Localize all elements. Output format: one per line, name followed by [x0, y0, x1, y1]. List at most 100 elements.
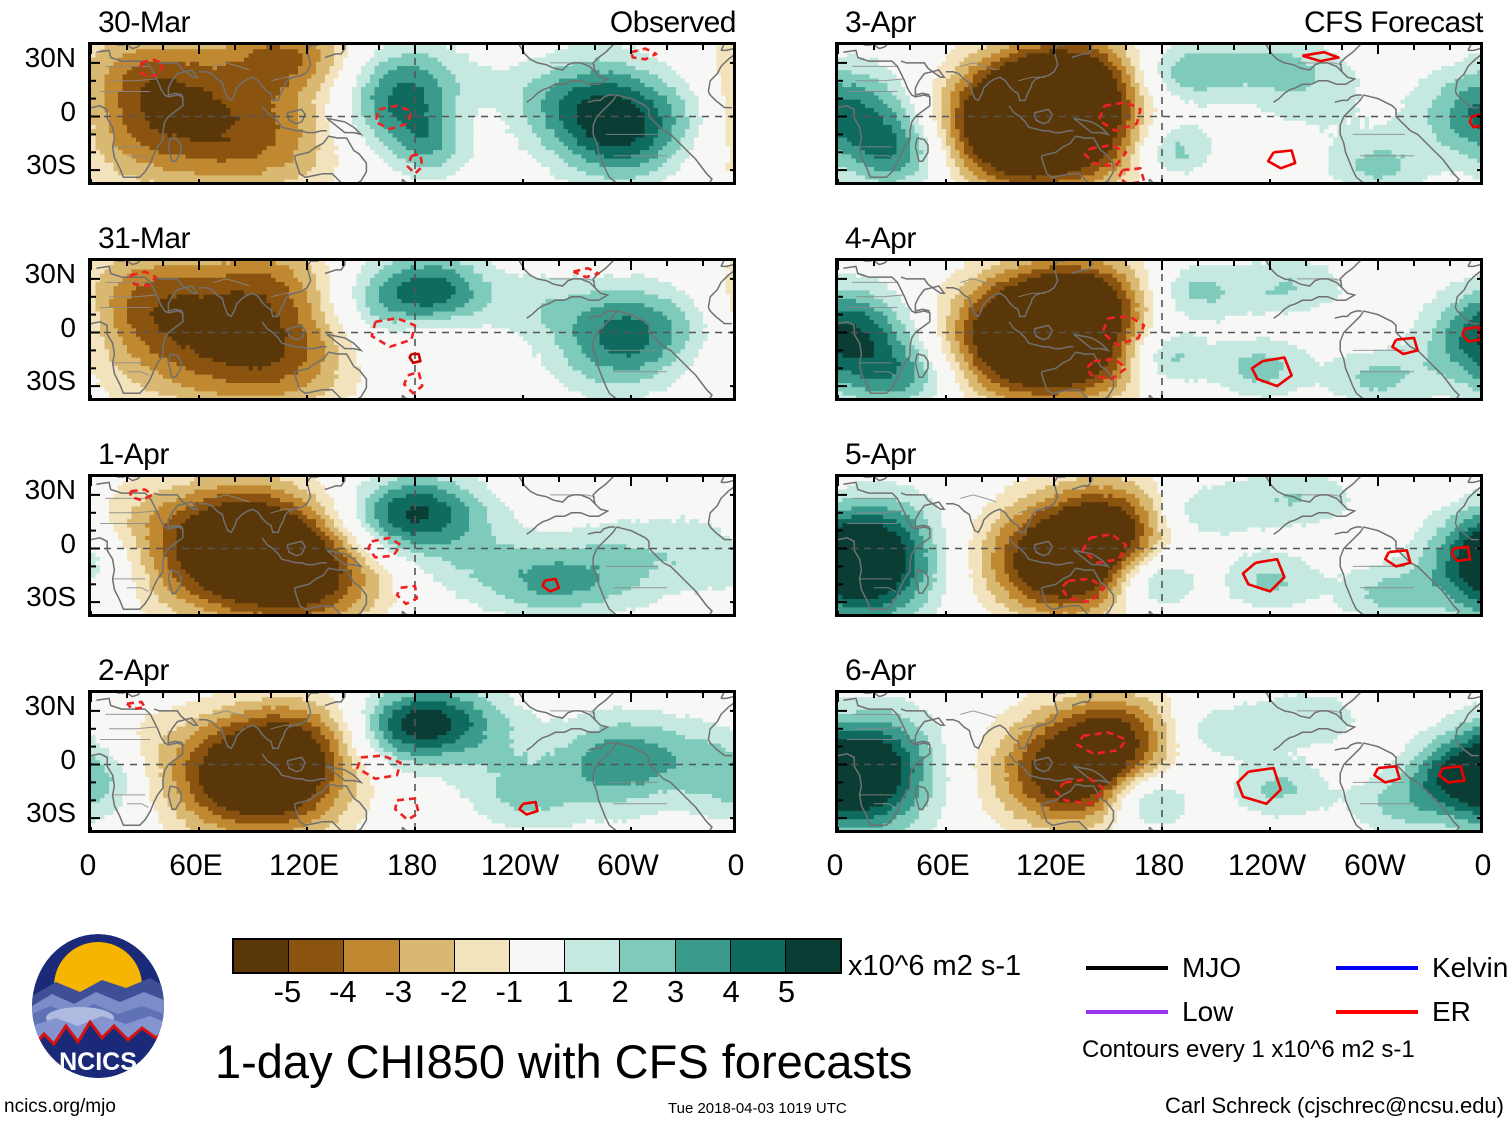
shaded-field: [91, 693, 733, 830]
colorbar-tick-label: 1: [556, 974, 574, 1009]
legend-line-swatch: [1336, 1010, 1418, 1014]
colorbar-tick-label: -1: [495, 974, 524, 1009]
figure-title: 1-day CHI850 with CFS forecasts: [215, 1035, 913, 1088]
x-axis-tick-label: 120W: [480, 849, 560, 882]
legend-line-swatch: [1086, 1010, 1168, 1014]
x-axis-tick-label: 120E: [1015, 849, 1087, 882]
colorbar-tick-label: 5: [777, 974, 796, 1009]
axis-ticks: [838, 45, 1480, 182]
contour-interval-note: Contours every 1 x10^6 m2 s-1: [1082, 1036, 1415, 1063]
map-panel: [88, 258, 736, 401]
er-contours: [138, 47, 658, 175]
shaded-field: [91, 45, 733, 182]
y-axis-tick-label: 0: [60, 95, 76, 127]
axis-ticks: [91, 261, 733, 398]
y-axis-tick-label: 30S: [26, 149, 76, 181]
shaded-field: [838, 261, 1480, 398]
x-axis-tick-label: 60W: [1344, 849, 1406, 882]
legend-entry: ER: [1336, 996, 1471, 1028]
map-panel: [835, 474, 1483, 617]
y-axis-tick-label: 30S: [26, 581, 76, 613]
er-contours: [129, 266, 600, 395]
y-axis-tick-label: 30N: [24, 689, 76, 721]
y-axis-tick-label: 0: [60, 743, 76, 775]
x-axis-tick-label: 0: [826, 849, 844, 882]
legend-entry: Kelvin x2: [1336, 952, 1510, 984]
y-axis-tick-label: 30N: [24, 473, 76, 505]
er-contours: [1054, 731, 1466, 806]
y-axis-tick-label: 0: [60, 311, 76, 343]
er-contours: [1059, 532, 1472, 604]
x-axis-tick-label: 60W: [597, 849, 659, 882]
er-contours: [129, 488, 561, 606]
colorbar-tick-label: 2: [611, 974, 629, 1009]
colorbar-units-label: x10^6 m2 s-1: [848, 950, 1022, 982]
y-axis-tick-label: 0: [60, 527, 76, 559]
x-axis-tick-label: 120W: [1227, 849, 1307, 882]
colorbar-segment: [454, 940, 510, 972]
author-credit: Carl Schreck (cjschrec@ncsu.edu): [1165, 1093, 1504, 1118]
axis-ticks: [838, 477, 1480, 614]
coastlines: [91, 693, 733, 830]
x-axis-tick-label: 60E: [169, 849, 223, 882]
x-axis-tick-label: 180: [386, 849, 438, 882]
er-contours: [1083, 50, 1480, 182]
panel-date-label: 30-Mar: [98, 6, 191, 39]
legend-label: Kelvin x2: [1432, 952, 1510, 983]
map-panel: [835, 258, 1483, 401]
legend-label: ER: [1432, 996, 1471, 1027]
ncics-logo: NCICS: [22, 930, 174, 1082]
panel-date-label: 6-Apr: [845, 654, 916, 687]
axis-ticks: [91, 45, 733, 182]
legend-label: MJO: [1182, 952, 1242, 983]
colorbar-segment: [785, 940, 841, 972]
y-axis-tick-label: 30S: [26, 365, 76, 397]
axis-ticks: [838, 693, 1480, 830]
y-axis-tick-label: 30N: [24, 257, 76, 289]
coastlines: [91, 477, 733, 614]
colorbar-tick-label: -5: [273, 974, 302, 1009]
map-panel: [88, 690, 736, 833]
coastlines: [838, 477, 1480, 614]
y-axis-tick-label: 30N: [24, 41, 76, 73]
legend-entry: Low: [1086, 996, 1233, 1028]
colorbar-segment: [289, 940, 345, 972]
coastlines: [838, 45, 1480, 182]
legend-line-swatch: [1336, 966, 1418, 970]
map-panel: [88, 42, 736, 185]
x-axis-tick-label: 120E: [268, 849, 340, 882]
panel-date-label: 3-Apr: [845, 6, 916, 39]
colorbar-segment: [620, 940, 676, 972]
x-axis-tick-label: 0: [727, 849, 745, 882]
legend-entry: MJO: [1086, 952, 1241, 984]
colorbar-tick-label: -3: [384, 974, 413, 1009]
shaded-field: [838, 477, 1480, 614]
shaded-field: [838, 45, 1480, 182]
site-link[interactable]: ncics.org/mjo: [4, 1096, 116, 1117]
colorbar-tick-label: -2: [440, 974, 468, 1009]
column-header-forecast: CFS Forecast: [1303, 6, 1484, 39]
column-header-observed: Observed: [609, 6, 737, 39]
coastlines: [838, 261, 1480, 398]
y-axis-tick-label: 30S: [26, 797, 76, 829]
shaded-field: [838, 693, 1480, 830]
map-panel: [835, 42, 1483, 185]
x-axis-tick-label: 0: [79, 849, 97, 882]
colorbar-segment: [565, 940, 621, 972]
colorbar: [232, 938, 842, 974]
colorbar-segment: [675, 940, 731, 972]
colorbar-tick-label: -4: [329, 974, 357, 1009]
shaded-field: [91, 261, 733, 398]
panel-date-label: 4-Apr: [845, 222, 916, 255]
colorbar-segment: [399, 940, 455, 972]
x-axis-tick-label: 0: [1474, 849, 1492, 882]
coastlines: [838, 693, 1480, 830]
axis-ticks: [91, 693, 733, 830]
x-axis-tick-label: 60E: [916, 849, 970, 882]
panel-date-label: 31-Mar: [98, 222, 191, 255]
x-axis-tick-label: 180: [1133, 849, 1185, 882]
colorbar-segment: [730, 940, 786, 972]
panel-date-label: 2-Apr: [98, 654, 169, 687]
map-panel: [835, 690, 1483, 833]
panel-date-label: 1-Apr: [98, 438, 169, 471]
